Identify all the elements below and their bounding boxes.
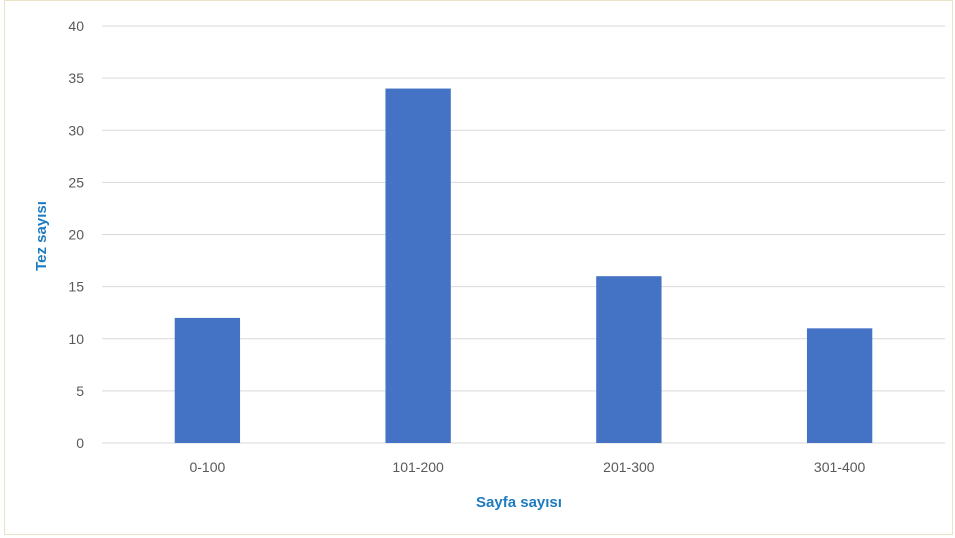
bar-301-400 xyxy=(806,328,873,443)
x-tick-label: 0-100 xyxy=(189,459,225,475)
x-tick-label: 101-200 xyxy=(392,459,444,475)
gridlines xyxy=(102,25,945,444)
bars xyxy=(174,88,873,444)
y-tick-label: 0 xyxy=(76,435,84,451)
y-axis-ticks: 0 5 10 15 20 25 30 35 40 xyxy=(68,18,84,451)
bar-0-100 xyxy=(174,317,241,443)
bar-201-300 xyxy=(596,276,662,443)
chart-frame xyxy=(4,0,953,535)
x-tick-label: 201-300 xyxy=(603,459,655,475)
y-tick-label: 15 xyxy=(68,279,84,295)
x-axis-ticks: 0-100 101-200 201-300 301-400 xyxy=(189,459,865,475)
x-axis-title: Sayfa sayısı xyxy=(476,494,562,511)
x-tick-label: 301-400 xyxy=(814,459,866,475)
y-tick-label: 35 xyxy=(68,70,84,86)
y-tick-label: 30 xyxy=(68,122,84,138)
y-tick-label: 25 xyxy=(68,174,84,190)
y-axis-title: Tez sayısı xyxy=(33,201,50,271)
y-tick-label: 5 xyxy=(76,383,84,399)
y-tick-label: 40 xyxy=(68,18,84,34)
bar-101-200 xyxy=(385,88,451,444)
y-tick-label: 20 xyxy=(68,227,84,243)
y-tick-label: 10 xyxy=(68,331,84,347)
